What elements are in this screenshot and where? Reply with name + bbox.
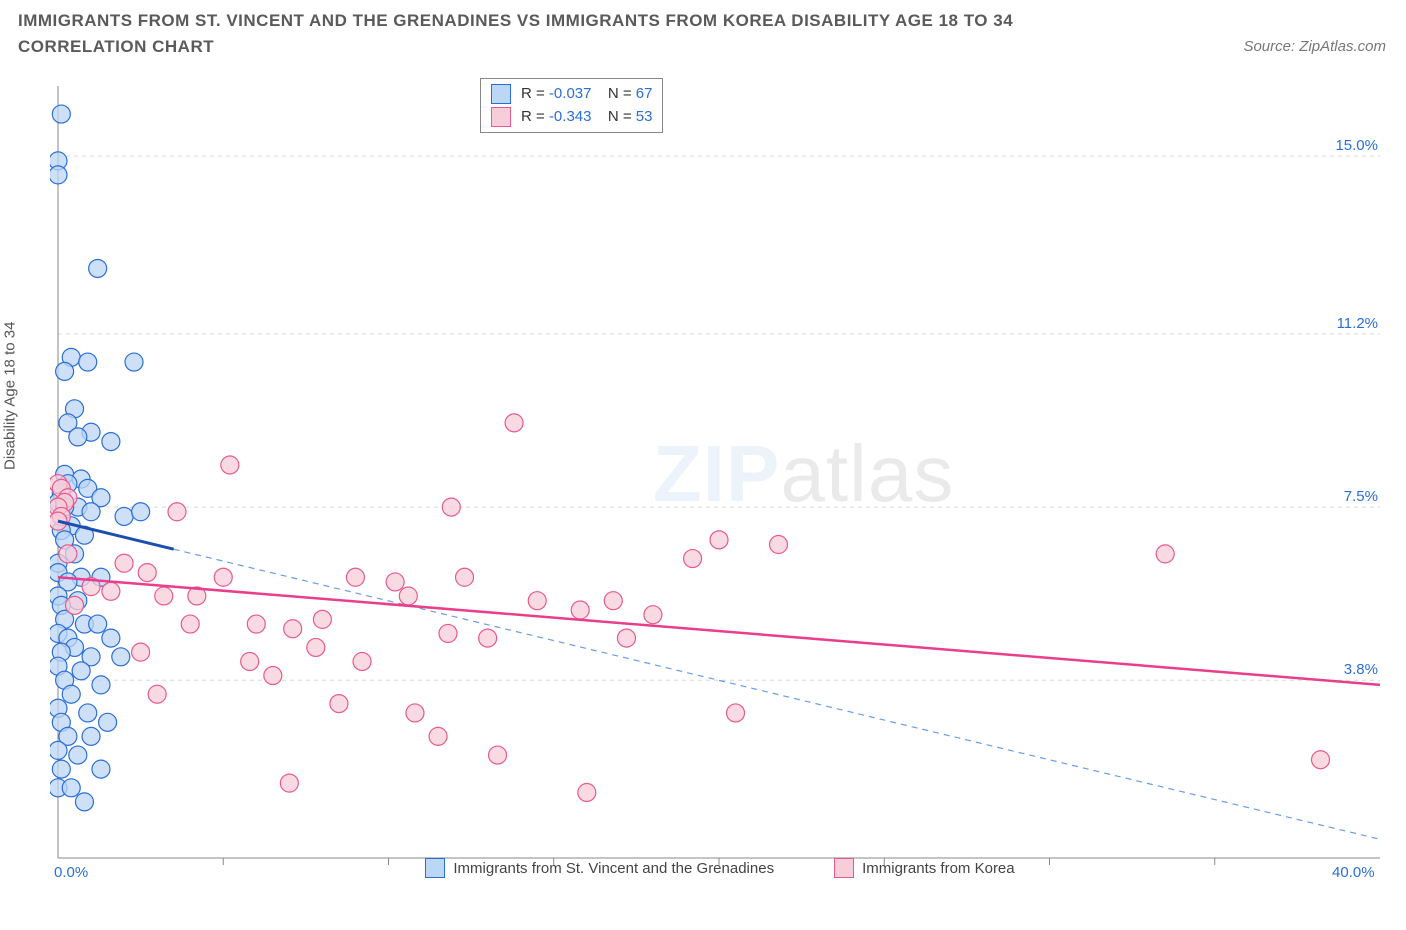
series-legend: Immigrants from St. Vincent and the Gren… — [50, 858, 1390, 878]
legend-row: R = -0.343 N = 53 — [491, 106, 652, 129]
scatter-plot: 15.0% 11.2% 7.5% 3.8% — [50, 78, 1390, 878]
legend-swatch — [834, 858, 854, 878]
legend-swatch — [491, 84, 511, 104]
legend-item: Immigrants from St. Vincent and the Gren… — [425, 858, 774, 878]
x-axis-max-label: 40.0% — [1332, 864, 1375, 881]
chart-area: 15.0% 11.2% 7.5% 3.8% R = -0.037 N = 67R = … — [50, 78, 1390, 878]
svg-text:7.5%: 7.5% — [1344, 488, 1378, 505]
legend-stats: R = -0.037 N = 67 — [521, 83, 652, 106]
source-attribution: Source: ZipAtlas.com — [1243, 38, 1386, 55]
legend-row: R = -0.037 N = 67 — [491, 83, 652, 106]
svg-text:15.0%: 15.0% — [1335, 137, 1378, 154]
legend-label: Immigrants from Korea — [862, 860, 1015, 877]
svg-text:11.2%: 11.2% — [1337, 315, 1378, 332]
legend-stats: R = -0.343 N = 53 — [521, 106, 652, 129]
svg-text:3.8%: 3.8% — [1344, 661, 1378, 678]
legend-swatch — [425, 858, 445, 878]
x-axis-min-label: 0.0% — [54, 864, 88, 881]
legend-swatch — [491, 107, 511, 127]
legend-label: Immigrants from St. Vincent and the Gren… — [453, 860, 774, 877]
correlation-legend: R = -0.037 N = 67R = -0.343 N = 53 — [480, 78, 663, 133]
legend-item: Immigrants from Korea — [834, 858, 1015, 878]
chart-title: IMMIGRANTS FROM ST. VINCENT AND THE GREN… — [18, 8, 1138, 59]
y-axis-label: Disability Age 18 to 34 — [2, 322, 19, 470]
